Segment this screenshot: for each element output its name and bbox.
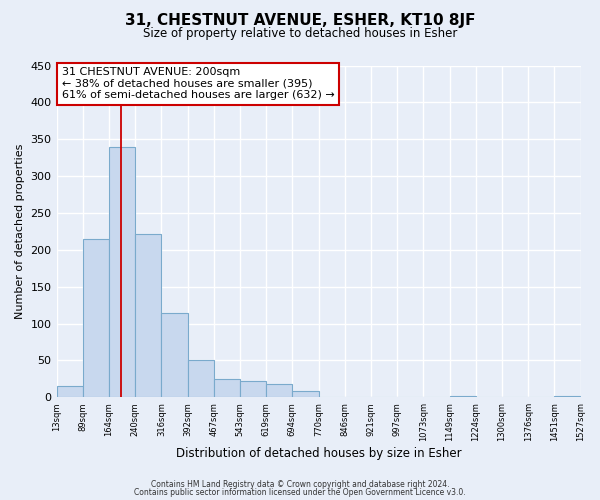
Bar [266, 384, 292, 398]
Bar [292, 392, 319, 398]
Bar [135, 234, 161, 398]
Bar [56, 386, 83, 398]
Bar [449, 396, 476, 398]
Bar [161, 312, 188, 398]
Y-axis label: Number of detached properties: Number of detached properties [15, 144, 25, 319]
Bar [554, 396, 580, 398]
Text: 31 CHESTNUT AVENUE: 200sqm
← 38% of detached houses are smaller (395)
61% of sem: 31 CHESTNUT AVENUE: 200sqm ← 38% of deta… [62, 67, 335, 100]
Bar [214, 379, 240, 398]
Bar [240, 381, 266, 398]
Text: Size of property relative to detached houses in Esher: Size of property relative to detached ho… [143, 28, 457, 40]
Bar [109, 146, 135, 398]
Bar [83, 239, 109, 398]
Text: Contains HM Land Registry data © Crown copyright and database right 2024.: Contains HM Land Registry data © Crown c… [151, 480, 449, 489]
Bar [188, 360, 214, 398]
Text: Contains public sector information licensed under the Open Government Licence v3: Contains public sector information licen… [134, 488, 466, 497]
X-axis label: Distribution of detached houses by size in Esher: Distribution of detached houses by size … [176, 447, 461, 460]
Text: 31, CHESTNUT AVENUE, ESHER, KT10 8JF: 31, CHESTNUT AVENUE, ESHER, KT10 8JF [125, 12, 475, 28]
